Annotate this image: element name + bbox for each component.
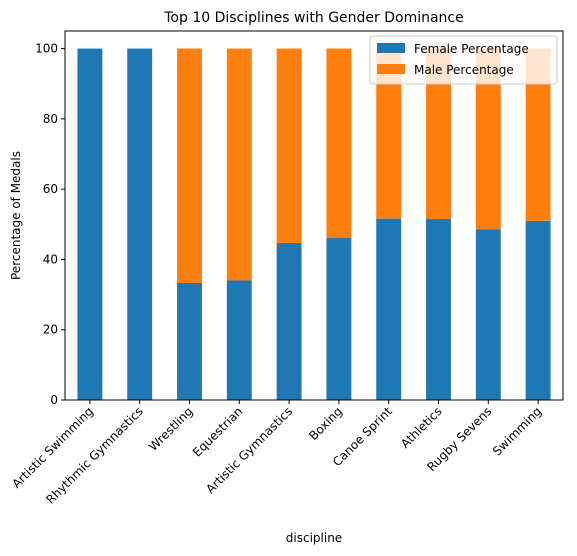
bar-female-3 bbox=[226, 280, 252, 400]
bar-female-0 bbox=[77, 48, 103, 400]
legend-label: Male Percentage bbox=[414, 63, 514, 77]
bar-female-6 bbox=[376, 218, 402, 400]
bar-female-9 bbox=[525, 220, 551, 400]
x-tick-label: Swimming bbox=[490, 404, 544, 458]
y-tick-label: 80 bbox=[43, 112, 58, 126]
y-tick-label: 0 bbox=[50, 393, 58, 407]
x-tick-label: Artistic Gymnastics bbox=[203, 404, 295, 496]
x-axis-label: discipline bbox=[286, 531, 342, 545]
legend-swatch bbox=[377, 43, 405, 53]
legend: Female Percentage Male Percentage bbox=[369, 35, 558, 85]
x-tick-label: Rhythmic Gymnastics bbox=[43, 404, 146, 507]
x-tick-label: Athletics bbox=[398, 404, 445, 451]
x-tick-label: Wrestling bbox=[146, 404, 196, 454]
x-tick-label: Boxing bbox=[306, 404, 345, 443]
bar-female-2 bbox=[177, 282, 202, 400]
plot-frame bbox=[64, 30, 564, 401]
y-tick-label: 60 bbox=[43, 182, 58, 196]
legend-swatch bbox=[377, 64, 405, 74]
bar-female-5 bbox=[326, 237, 352, 400]
y-tick-label: 40 bbox=[43, 252, 58, 266]
bar-female-8 bbox=[475, 229, 501, 400]
chart-title: Top 10 Disciplines with Gender Dominance bbox=[163, 10, 464, 26]
bar-female-7 bbox=[426, 219, 451, 400]
y-axis: 0 20 40 60 80 100 bbox=[35, 42, 65, 407]
y-tick-label: 100 bbox=[35, 42, 58, 56]
bar-female-4 bbox=[276, 242, 302, 400]
bar-male-5 bbox=[326, 48, 352, 238]
bar-male-4 bbox=[276, 48, 302, 243]
bar-male-3 bbox=[226, 48, 252, 281]
bar-male-2 bbox=[177, 48, 202, 283]
y-tick-label: 20 bbox=[43, 323, 58, 337]
y-axis-label: Percentage of Medals bbox=[9, 151, 23, 280]
legend-box bbox=[369, 35, 558, 85]
legend-label: Female Percentage bbox=[414, 42, 529, 56]
x-tick-label: Artistic Swimming bbox=[9, 404, 96, 491]
bar-female-1 bbox=[127, 48, 153, 400]
bars-group bbox=[77, 48, 551, 400]
